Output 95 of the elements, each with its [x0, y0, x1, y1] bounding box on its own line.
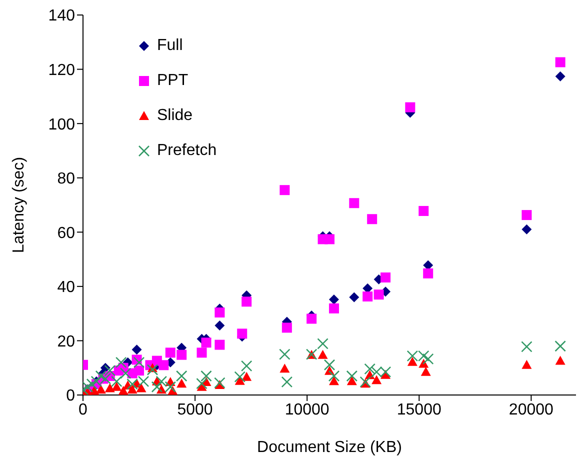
- point: [201, 338, 212, 348]
- point: [165, 348, 176, 358]
- point: [360, 376, 372, 388]
- y-tick-label: 60: [57, 224, 76, 242]
- point: [380, 272, 391, 282]
- point: [346, 376, 357, 386]
- point: [328, 294, 339, 304]
- point: [164, 381, 176, 393]
- point: [134, 366, 144, 376]
- y-tick-label: 140: [48, 8, 76, 25]
- point: [86, 378, 98, 390]
- point: [176, 370, 188, 382]
- legend-label: PPT: [157, 72, 188, 90]
- point: [176, 378, 187, 388]
- point: [555, 71, 566, 82]
- point: [522, 210, 532, 220]
- point: [306, 314, 317, 324]
- point: [196, 348, 207, 358]
- point: [521, 341, 532, 352]
- point: [362, 291, 373, 302]
- point: [554, 340, 566, 352]
- point: [282, 322, 292, 333]
- x-tick-label: 20000: [508, 401, 554, 418]
- point: [422, 353, 434, 365]
- point: [156, 376, 168, 388]
- point: [176, 350, 187, 360]
- x-tick-label: 10000: [284, 401, 330, 418]
- point: [242, 372, 252, 381]
- point: [318, 350, 328, 359]
- point: [96, 384, 106, 394]
- point: [555, 57, 566, 68]
- y-tick-label: 0: [66, 388, 76, 405]
- y-tick-label: 40: [57, 279, 76, 296]
- point: [240, 360, 252, 372]
- point: [346, 370, 358, 382]
- x-tick-label: 15000: [396, 401, 442, 418]
- point: [104, 364, 116, 376]
- point: [328, 303, 339, 314]
- point: [214, 307, 225, 318]
- point: [146, 364, 158, 376]
- point: [407, 356, 418, 366]
- y-axis-title: Latency (sec): [10, 156, 28, 254]
- y-tick-label: 20: [57, 333, 76, 350]
- point: [83, 381, 94, 393]
- point: [151, 381, 163, 393]
- point: [242, 296, 252, 307]
- point: [280, 364, 290, 373]
- point: [420, 366, 431, 376]
- point: [324, 359, 336, 371]
- point: [405, 102, 416, 112]
- point: [328, 376, 339, 386]
- point: [115, 356, 127, 368]
- point: [196, 378, 208, 390]
- x-axis-title: Document Size (KB): [257, 439, 402, 456]
- legend-label: Prefetch: [157, 142, 217, 160]
- point: [349, 292, 360, 302]
- point: [374, 290, 384, 300]
- point: [522, 224, 532, 234]
- legend-label: Full: [157, 36, 183, 54]
- point: [214, 340, 225, 350]
- point: [237, 328, 248, 339]
- y-tick-label: 120: [48, 62, 76, 79]
- point: [136, 383, 146, 392]
- point: [328, 370, 340, 382]
- point: [418, 358, 429, 368]
- point: [158, 360, 169, 370]
- point: [423, 268, 434, 278]
- point: [133, 356, 145, 368]
- point: [280, 185, 290, 196]
- point: [120, 368, 132, 379]
- point: [118, 386, 128, 395]
- point: [522, 360, 532, 369]
- point: [418, 206, 429, 216]
- point: [214, 377, 226, 388]
- x-tick-label: 5000: [177, 401, 213, 418]
- point: [234, 371, 246, 382]
- point: [279, 348, 290, 360]
- point: [95, 370, 107, 382]
- point: [112, 382, 122, 391]
- point: [200, 370, 212, 382]
- point: [214, 320, 225, 331]
- x-tick-label: 0: [78, 401, 88, 418]
- point: [367, 214, 378, 224]
- point: [132, 344, 142, 355]
- y-tick-label: 100: [48, 116, 76, 134]
- point: [555, 356, 566, 365]
- point: [127, 384, 138, 394]
- legend-label: Slide: [157, 106, 193, 124]
- point: [349, 198, 360, 208]
- point: [324, 234, 334, 244]
- point: [317, 338, 328, 350]
- point: [364, 363, 376, 375]
- point: [372, 375, 382, 384]
- point: [281, 376, 293, 388]
- y-tick-label: 80: [57, 170, 76, 188]
